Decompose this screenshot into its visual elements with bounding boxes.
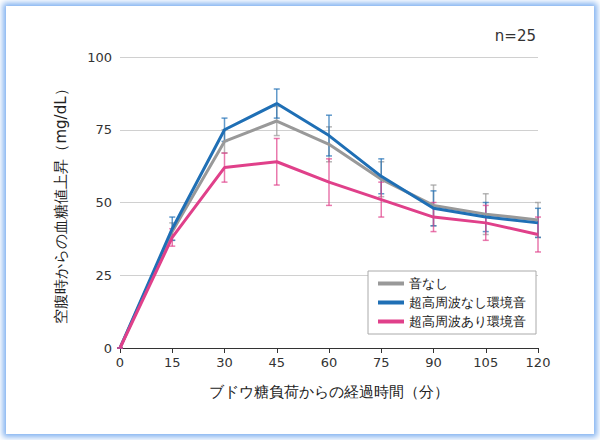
svg-text:0: 0	[116, 355, 124, 370]
svg-text:ブドウ糖負荷からの経過時間（分）: ブドウ糖負荷からの経過時間（分）	[209, 383, 449, 401]
svg-text:25: 25	[95, 268, 112, 283]
svg-text:15: 15	[164, 355, 181, 370]
svg-text:75: 75	[95, 122, 112, 137]
svg-text:60: 60	[321, 355, 338, 370]
svg-text:45: 45	[268, 355, 285, 370]
svg-text:100: 100	[87, 50, 112, 65]
svg-text:30: 30	[216, 355, 233, 370]
svg-text:105: 105	[473, 355, 498, 370]
svg-text:75: 75	[373, 355, 390, 370]
svg-text:音なし: 音なし	[409, 276, 448, 291]
svg-text:空腹時からの血糖値上昇（mg/dL）: 空腹時からの血糖値上昇（mg/dL）	[52, 81, 70, 323]
svg-text:120: 120	[526, 355, 551, 370]
svg-text:0: 0	[104, 341, 112, 356]
svg-text:超高周波なし環境音: 超高周波なし環境音	[409, 295, 526, 310]
svg-text:n=25: n=25	[495, 27, 536, 45]
svg-text:超高周波あり環境音: 超高周波あり環境音	[409, 314, 526, 329]
svg-text:50: 50	[95, 195, 112, 210]
svg-text:90: 90	[425, 355, 442, 370]
